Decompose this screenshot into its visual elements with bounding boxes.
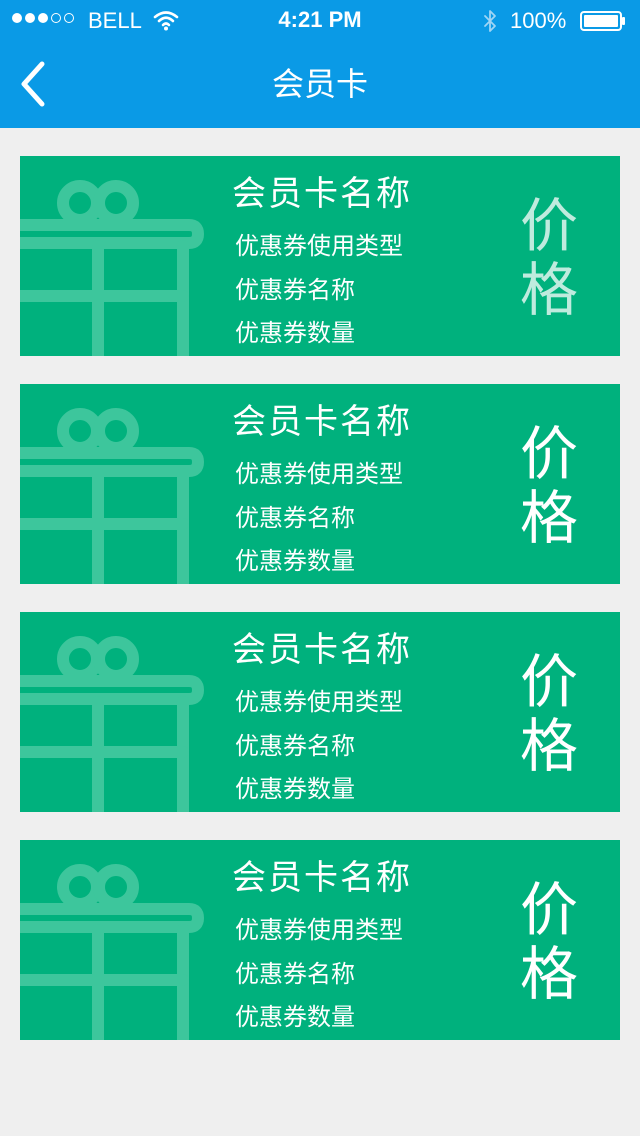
wifi-icon <box>153 11 179 31</box>
card-name: 会员卡名称 <box>232 402 412 442</box>
coupon-name: 优惠券名称 <box>235 276 355 304</box>
battery-percentage: 100% <box>510 8 567 33</box>
page-title: 会员卡 <box>271 65 368 103</box>
card-name: 会员卡名称 <box>232 174 412 214</box>
status-time: 4:21 PM <box>278 7 362 32</box>
battery-icon <box>580 11 625 31</box>
coupon-name: 优惠券名称 <box>235 960 355 988</box>
gift-icon <box>20 636 204 812</box>
card-price: 价格 <box>519 876 578 1008</box>
coupon-quantity: 优惠券数量 <box>235 547 355 575</box>
bluetooth-icon <box>484 10 496 32</box>
coupon-quantity: 优惠券数量 <box>235 319 355 347</box>
coupon-quantity: 优惠券数量 <box>235 1003 355 1031</box>
card-name: 会员卡名称 <box>232 630 412 670</box>
coupon-type: 优惠券使用类型 <box>235 232 403 260</box>
membership-card[interactable]: 会员卡名称 优惠券使用类型 优惠券名称 优惠券数量 价格 <box>20 156 620 356</box>
membership-card[interactable]: 会员卡名称 优惠券使用类型 优惠券名称 优惠券数量 价格 <box>20 384 620 584</box>
coupon-type: 优惠券使用类型 <box>235 688 403 716</box>
membership-card[interactable]: 会员卡名称 优惠券使用类型 优惠券名称 优惠券数量 价格 <box>20 612 620 812</box>
gift-icon <box>20 180 204 356</box>
coupon-name: 优惠券名称 <box>235 504 355 532</box>
status-bar: BELL 4:21 PM 100% <box>0 0 640 40</box>
card-price: 价格 <box>519 192 578 324</box>
signal-strength-icon <box>12 13 74 23</box>
card-price: 价格 <box>519 420 578 552</box>
membership-card-list: 会员卡名称 优惠券使用类型 优惠券名称 优惠券数量 价格 会员卡名称 优惠券使用… <box>20 156 620 1068</box>
card-price: 价格 <box>519 648 578 780</box>
coupon-type: 优惠券使用类型 <box>235 460 403 488</box>
coupon-quantity: 优惠券数量 <box>235 775 355 803</box>
carrier-name: BELL <box>88 8 142 33</box>
gift-icon <box>20 408 204 584</box>
coupon-name: 优惠券名称 <box>235 732 355 760</box>
membership-card[interactable]: 会员卡名称 优惠券使用类型 优惠券名称 优惠券数量 价格 <box>20 840 620 1040</box>
gift-icon <box>20 864 204 1040</box>
navigation-bar: 会员卡 <box>0 40 640 128</box>
card-name: 会员卡名称 <box>232 858 412 898</box>
coupon-type: 优惠券使用类型 <box>235 916 403 944</box>
chevron-left-icon[interactable] <box>14 60 54 108</box>
header: BELL 4:21 PM 100% 会员卡 <box>0 0 640 128</box>
